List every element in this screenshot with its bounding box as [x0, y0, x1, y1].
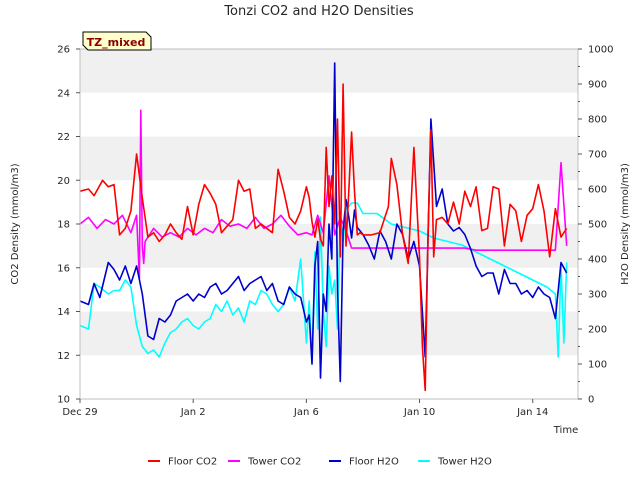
x-tick-label: Jan 2 — [180, 407, 206, 418]
legend-label: Floor H2O — [349, 457, 399, 468]
y-right-tick-label: 1000 — [588, 45, 613, 56]
grid-band — [80, 49, 578, 93]
y-axis-left: 10 12 14 16 18 20 22 24 26 — [57, 45, 80, 406]
series-line-floor-co2 — [79, 83, 568, 392]
y-left-tick-label: 20 — [57, 176, 70, 187]
y-right-tick-label: 800 — [588, 115, 607, 126]
y-right-tick-label: 600 — [588, 185, 607, 196]
x-tick-label: Dec 29 — [62, 407, 97, 418]
grid-band — [80, 136, 578, 181]
y-left-tick-label: 16 — [57, 263, 70, 274]
y-axis-right-label: H2O Density (mmol/m3) — [620, 163, 631, 285]
y-left-tick-label: 26 — [57, 45, 70, 56]
badge-box — [82, 31, 152, 51]
y-left-tick-label: 10 — [57, 395, 70, 406]
y-right-tick-label: 500 — [588, 220, 607, 231]
legend-label: Tower CO2 — [247, 457, 301, 468]
y-right-tick-label: 100 — [588, 360, 607, 371]
y-left-tick-label: 14 — [57, 307, 70, 318]
legend-label: Tower H2O — [437, 457, 492, 468]
y-left-tick-label: 18 — [57, 220, 70, 231]
y-left-tick-label: 24 — [57, 88, 70, 99]
legend-label: Floor CO2 — [168, 457, 217, 468]
x-tick-label: Jan 10 — [403, 407, 435, 418]
x-tick-label: Jan 6 — [293, 407, 319, 418]
chart-title: Tonzi CO2 and H2O Densities — [223, 4, 414, 19]
y-axis-right: 0 100 200 300 400 500 600 700 800 900 1000 — [578, 45, 613, 406]
y-right-tick-label: 300 — [588, 290, 607, 301]
plot-background — [80, 49, 578, 399]
y-right-tick-label: 400 — [588, 255, 607, 266]
y-right-tick-label: 700 — [588, 150, 607, 161]
y-right-tick-label: 900 — [588, 80, 607, 91]
badge-label: TZ_mixed — [87, 36, 146, 49]
site-badge: TZ_mixed — [82, 31, 152, 51]
legend: Floor CO2 Tower CO2 Floor H2O Tower H2O — [148, 457, 492, 468]
series-line-tower-co2 — [79, 109, 568, 280]
x-axis-label: Time — [553, 425, 578, 436]
x-tick-label: Jan 14 — [516, 407, 548, 418]
x-axis: Dec 29 Jan 2 Jan 6 Jan 10 Jan 14 — [62, 399, 548, 418]
y-left-tick-label: 22 — [57, 132, 70, 143]
y-right-tick-label: 200 — [588, 325, 607, 336]
y-right-tick-label: 0 — [588, 395, 594, 406]
y-left-tick-label: 12 — [57, 351, 70, 362]
series-line-tower-h2o — [79, 202, 568, 365]
series-line-floor-h2o — [79, 62, 568, 383]
y-axis-left-label: CO2 Density (mmol/m3) — [10, 163, 21, 284]
plot-lines — [79, 62, 568, 392]
